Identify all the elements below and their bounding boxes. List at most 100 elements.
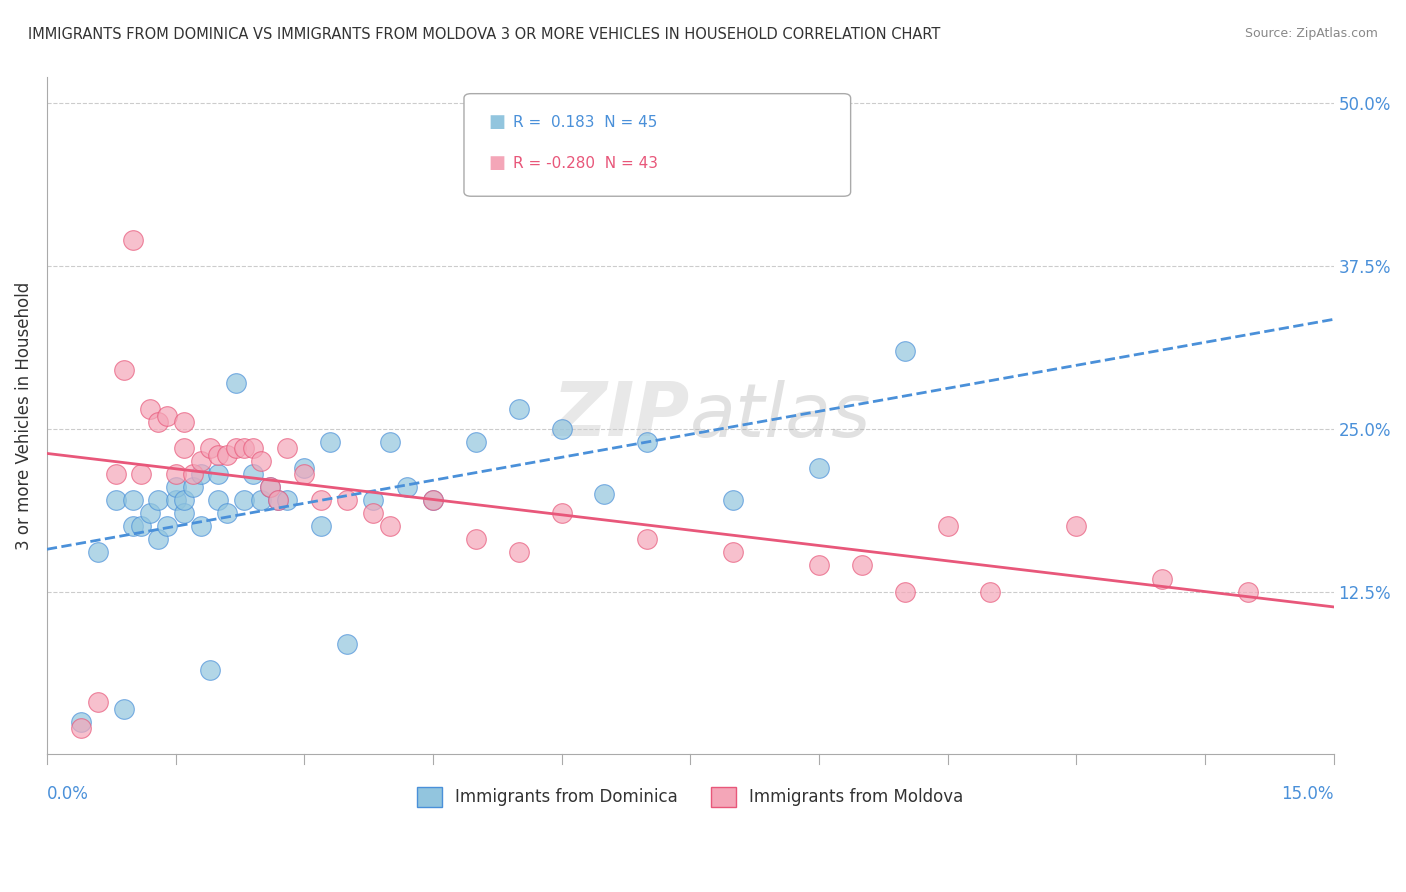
Point (267, 493, 290, 508)
Point (198, 442, 221, 456)
Point (893, 343, 915, 358)
Point (112, 363, 135, 377)
Point (121, 519, 143, 533)
Point (173, 507, 195, 521)
Point (215, 448, 238, 462)
Point (636, 533, 658, 547)
Point (225, 376, 247, 391)
Point (233, 442, 256, 456)
Point (242, 442, 264, 456)
Point (173, 493, 195, 508)
Point (422, 493, 444, 508)
Point (165, 493, 187, 508)
Point (156, 519, 179, 533)
Point (807, 461, 830, 475)
Point (311, 493, 333, 508)
Legend: Immigrants from Dominica, Immigrants from Moldova: Immigrants from Dominica, Immigrants fro… (411, 780, 970, 814)
Point (190, 467, 212, 482)
Point (250, 454, 273, 468)
Point (215, 507, 238, 521)
Text: ■: ■ (488, 154, 505, 172)
Point (378, 519, 401, 533)
Point (319, 434, 342, 449)
Point (936, 519, 959, 533)
Point (361, 493, 384, 508)
Point (422, 493, 444, 508)
Point (259, 480, 281, 494)
Point (173, 442, 195, 456)
Point (173, 415, 195, 429)
Point (112, 701, 135, 715)
Point (181, 467, 204, 482)
Point (336, 637, 359, 651)
Text: R =  0.183  N = 45: R = 0.183 N = 45 (513, 115, 658, 129)
Point (165, 467, 187, 482)
Point (1236, 584, 1258, 599)
Point (104, 467, 127, 482)
Point (1150, 572, 1173, 586)
Y-axis label: 3 or more Vehicles in Household: 3 or more Vehicles in Household (15, 282, 32, 550)
Text: Source: ZipAtlas.com: Source: ZipAtlas.com (1244, 27, 1378, 40)
Point (190, 519, 212, 533)
Point (139, 507, 162, 521)
Point (1064, 519, 1087, 533)
Point (190, 454, 212, 468)
Point (156, 409, 179, 423)
Point (233, 493, 256, 508)
Point (508, 545, 530, 559)
Point (276, 493, 298, 508)
Text: ZIP: ZIP (553, 379, 690, 452)
Point (893, 584, 915, 599)
Point (979, 584, 1001, 599)
Point (508, 402, 530, 417)
Point (104, 493, 127, 508)
Point (250, 493, 273, 508)
Point (87, 545, 110, 559)
Point (311, 519, 333, 533)
Point (550, 507, 572, 521)
Point (276, 442, 298, 456)
Text: IMMIGRANTS FROM DOMINICA VS IMMIGRANTS FROM MOLDOVA 3 OR MORE VEHICLES IN HOUSEH: IMMIGRANTS FROM DOMINICA VS IMMIGRANTS F… (28, 27, 941, 42)
Text: 0.0%: 0.0% (46, 785, 89, 803)
Point (292, 461, 315, 475)
Text: ■: ■ (488, 113, 505, 131)
Point (336, 493, 359, 508)
Point (721, 545, 744, 559)
Point (361, 507, 384, 521)
Point (181, 480, 204, 494)
Point (464, 533, 486, 547)
Point (139, 402, 162, 417)
Point (129, 467, 152, 482)
Point (148, 533, 170, 547)
Point (225, 442, 247, 456)
Text: R = -0.280  N = 43: R = -0.280 N = 43 (513, 156, 658, 170)
Point (550, 422, 572, 436)
Point (121, 233, 143, 247)
Point (378, 434, 401, 449)
Point (267, 493, 290, 508)
Point (165, 480, 187, 494)
Point (259, 480, 281, 494)
Point (148, 493, 170, 508)
Point (70, 714, 93, 729)
Point (121, 493, 143, 508)
Point (721, 493, 744, 508)
Point (593, 487, 616, 501)
Point (464, 434, 486, 449)
Point (207, 448, 229, 462)
Point (807, 558, 830, 573)
Text: 15.0%: 15.0% (1281, 785, 1333, 803)
Point (636, 434, 658, 449)
Point (70, 721, 93, 735)
Point (207, 493, 229, 508)
Point (851, 558, 873, 573)
Point (148, 415, 170, 429)
Point (198, 663, 221, 677)
Point (129, 519, 152, 533)
Point (396, 480, 419, 494)
Point (207, 467, 229, 482)
Text: atlas: atlas (690, 380, 872, 452)
Point (242, 467, 264, 482)
Point (292, 467, 315, 482)
Point (87, 695, 110, 709)
